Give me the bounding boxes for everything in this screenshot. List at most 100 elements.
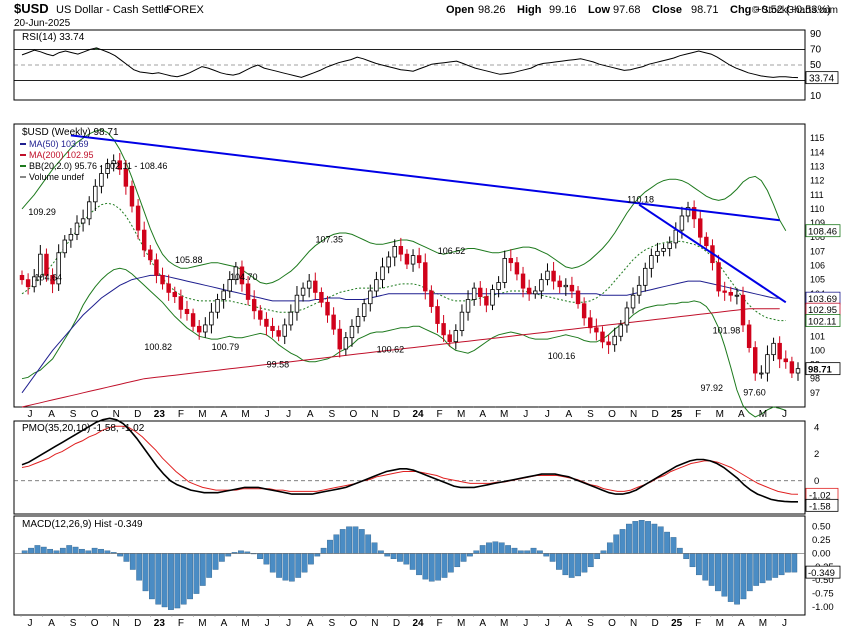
x-tick-label: O [608, 618, 616, 629]
macd-hist-bar [492, 541, 499, 554]
macd-hist-bar [759, 553, 766, 584]
candle-body [38, 253, 43, 278]
macd-hist-bar [365, 534, 372, 554]
rsi-title: RSI(14) 33.74 [22, 32, 85, 43]
price-tick-label: 114 [810, 147, 824, 157]
candle-body [557, 280, 562, 288]
macd-hist-bar [530, 547, 537, 554]
macd-hist-bar [295, 553, 302, 578]
candle-body [80, 218, 86, 224]
macd-hist-bar [517, 550, 524, 554]
candle-body [209, 311, 214, 326]
trendline [638, 203, 787, 304]
x-axis-macd: J A S O N D 23 F M A M J J A S O N D 24 F M A M J J A S O N D 25 F M A M J [20, 615, 787, 629]
ohlc-summary: Open 98.26 High 99.16 Low 97.68 Close 98.71 Chg +… [446, 4, 831, 16]
price-annotation: 106.52 [438, 246, 466, 256]
x-tick-label: A [566, 409, 573, 420]
candle-body [496, 282, 501, 290]
macd-hist-bar [505, 545, 511, 554]
candle-body [539, 279, 544, 292]
candle-body [429, 290, 434, 307]
macd-hist-bar [562, 553, 569, 576]
x-tick-label: O [91, 409, 99, 420]
macd-hist-bar [34, 545, 41, 554]
x-tick-label: M [716, 618, 724, 629]
candle-body [392, 245, 397, 258]
candle-body [368, 290, 373, 305]
macd-hist-bar [212, 553, 219, 570]
x-tick-label: M [500, 409, 508, 420]
x-tick-label: J [28, 409, 33, 420]
macd-hist-bar [613, 534, 620, 554]
bb-lower-line [21, 267, 786, 418]
pmo-line [21, 417, 798, 503]
x-tick-label: M [241, 409, 249, 420]
x-tick-label: M [759, 618, 767, 629]
x-tick-label: F [178, 618, 184, 629]
macd-hist-bar [288, 553, 295, 582]
rsi-tick-label: 90 [810, 29, 822, 40]
x-tick-label: S [328, 618, 335, 629]
candle-body [93, 185, 98, 203]
macd-hist-bar [238, 550, 244, 554]
candle-body [105, 163, 110, 174]
candle-body [404, 253, 410, 265]
price-right-label: 103.69 [808, 294, 837, 305]
price-annotation: 100.79 [212, 342, 240, 352]
candle-body [196, 325, 202, 333]
price-annotation: 99.58 [267, 359, 290, 369]
macd-hist-bar [568, 553, 575, 578]
price-tick-label: 105 [810, 275, 825, 285]
ohlc-value: 99.16 [549, 4, 577, 16]
price-annotation: 104.64 [34, 273, 62, 283]
x-tick-label: A [479, 409, 486, 420]
candle-body [355, 316, 361, 327]
candle-body [86, 201, 92, 220]
candle-body [465, 299, 471, 313]
brand-label: © StockCharts.com [752, 5, 838, 16]
x-tick-label: A [566, 618, 573, 629]
price-tick-label: 115 [810, 133, 824, 143]
candle-body [117, 160, 122, 170]
price-tick-label: 101 [810, 331, 825, 341]
macd-hist-bar [79, 548, 85, 554]
ma200-line [21, 308, 780, 408]
price-right-label: 102.95 [808, 305, 837, 316]
macd-hist-bar [549, 553, 556, 562]
macd-hist-bar [72, 546, 79, 554]
macd-hist-bar [218, 553, 225, 562]
x-tick-label: J [782, 618, 787, 629]
candle-body [44, 253, 49, 276]
price-right-box [805, 362, 841, 376]
candle-body [545, 270, 550, 281]
candle-body [471, 287, 477, 300]
candle-body [435, 306, 440, 324]
candle-body [563, 284, 569, 288]
candle-body [288, 311, 294, 326]
x-tick-label: O [91, 618, 99, 629]
candle-body [19, 275, 25, 281]
ohlc-value: +0.52 (+0.53%) [755, 4, 831, 16]
x-tick-label: M [241, 618, 249, 629]
macd-hist-bar [664, 531, 670, 554]
macd-hist-bar [498, 542, 505, 554]
macd-hist-bar [21, 550, 28, 554]
macd-hist-bar [715, 553, 721, 592]
candle-body [129, 185, 135, 207]
candle-body [459, 311, 465, 331]
macd-hist-bar [161, 553, 168, 608]
candle-body [636, 284, 642, 296]
x-tick-label: M [500, 618, 508, 629]
pmo-tick-label: 0 [814, 476, 819, 487]
candle-body [361, 303, 367, 317]
x-tick-label: F [437, 618, 443, 629]
price-tick-label: 112 [810, 176, 824, 186]
macd-hist-bar [683, 553, 690, 560]
macd-hist-bar [740, 553, 747, 600]
macd-hist-bar [416, 553, 422, 576]
x-tick-label: J [286, 618, 291, 629]
candle-body [99, 173, 104, 187]
macd-tick-label: 0.50 [812, 522, 831, 533]
macd-hist-bar [314, 553, 321, 557]
